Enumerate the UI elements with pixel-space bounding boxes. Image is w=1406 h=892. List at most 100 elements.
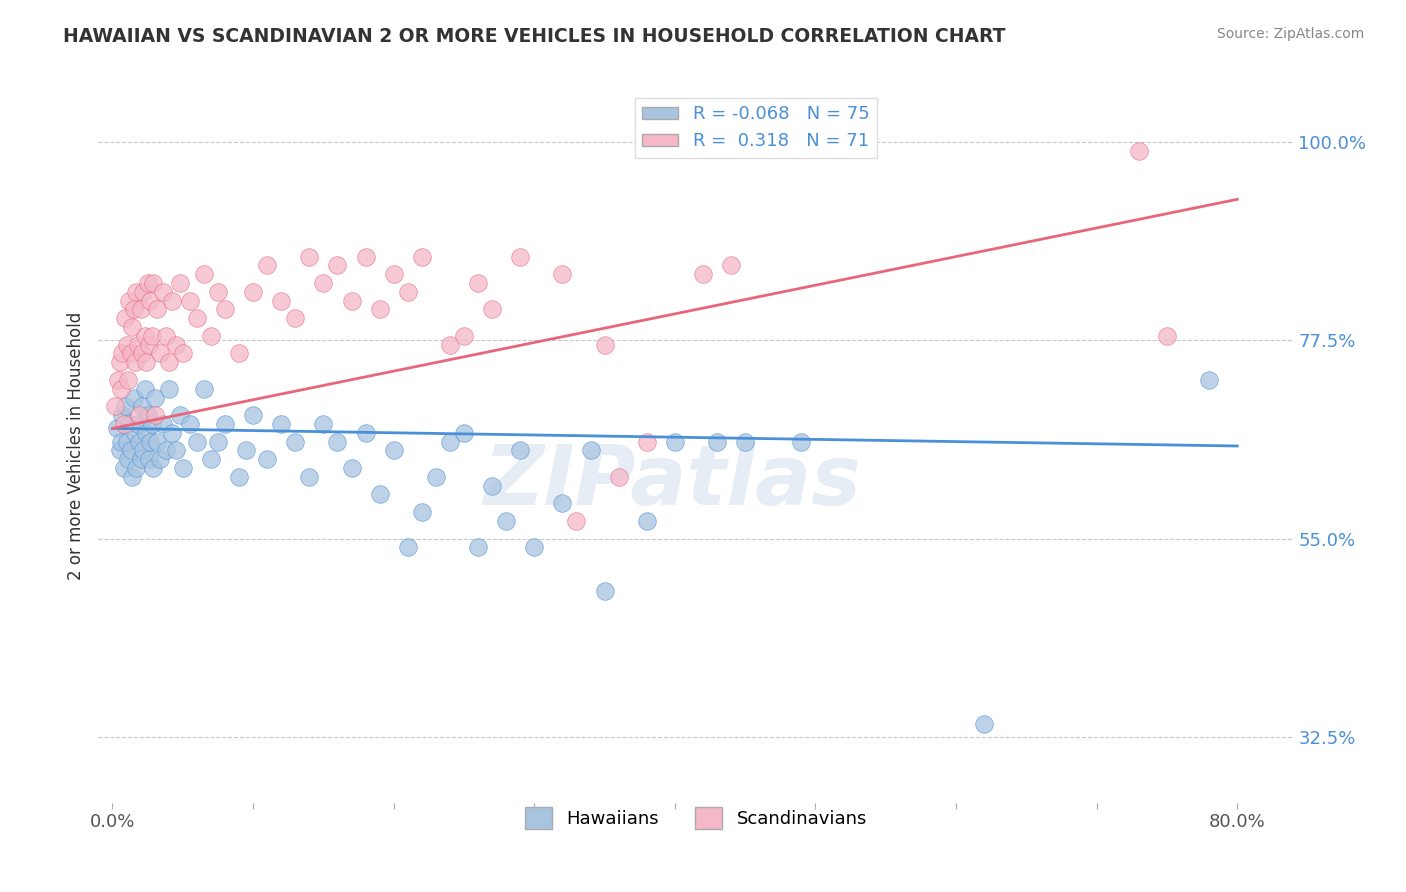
Point bbox=[565, 514, 588, 528]
Point bbox=[453, 425, 475, 440]
Text: Source: ZipAtlas.com: Source: ZipAtlas.com bbox=[1216, 27, 1364, 41]
Point bbox=[120, 443, 142, 458]
Point bbox=[157, 355, 180, 369]
Point bbox=[139, 434, 162, 449]
Point bbox=[973, 716, 995, 731]
Point bbox=[136, 408, 159, 422]
Text: HAWAIIAN VS SCANDINAVIAN 2 OR MORE VEHICLES IN HOUSEHOLD CORRELATION CHART: HAWAIIAN VS SCANDINAVIAN 2 OR MORE VEHIC… bbox=[63, 27, 1005, 45]
Point bbox=[112, 417, 135, 431]
Point bbox=[172, 461, 194, 475]
Point bbox=[111, 346, 134, 360]
Point bbox=[142, 461, 165, 475]
Point bbox=[242, 408, 264, 422]
Point bbox=[155, 329, 177, 343]
Point bbox=[664, 434, 686, 449]
Point bbox=[124, 425, 146, 440]
Point bbox=[579, 443, 602, 458]
Point bbox=[439, 434, 461, 449]
Point bbox=[169, 276, 191, 290]
Point bbox=[115, 337, 138, 351]
Point bbox=[131, 346, 153, 360]
Y-axis label: 2 or more Vehicles in Household: 2 or more Vehicles in Household bbox=[66, 312, 84, 580]
Point bbox=[131, 400, 153, 414]
Point bbox=[298, 470, 321, 484]
Point bbox=[129, 452, 152, 467]
Point bbox=[1156, 329, 1178, 343]
Point bbox=[124, 355, 146, 369]
Point bbox=[1128, 144, 1150, 158]
Point bbox=[179, 417, 201, 431]
Point bbox=[134, 329, 156, 343]
Point bbox=[396, 541, 419, 555]
Point bbox=[495, 514, 517, 528]
Point bbox=[312, 417, 335, 431]
Point bbox=[396, 285, 419, 299]
Point bbox=[411, 250, 433, 264]
Point bbox=[200, 329, 222, 343]
Point bbox=[169, 408, 191, 422]
Point bbox=[121, 320, 143, 334]
Point bbox=[172, 346, 194, 360]
Point bbox=[149, 452, 172, 467]
Point bbox=[134, 382, 156, 396]
Point bbox=[155, 443, 177, 458]
Point bbox=[593, 584, 616, 599]
Point bbox=[160, 293, 183, 308]
Point bbox=[467, 276, 489, 290]
Point bbox=[607, 470, 630, 484]
Point bbox=[110, 434, 132, 449]
Point bbox=[143, 391, 166, 405]
Point bbox=[186, 311, 208, 326]
Point bbox=[117, 452, 139, 467]
Point bbox=[692, 267, 714, 281]
Point bbox=[121, 470, 143, 484]
Point bbox=[186, 434, 208, 449]
Point bbox=[326, 434, 349, 449]
Point bbox=[228, 470, 250, 484]
Point bbox=[165, 443, 187, 458]
Point bbox=[157, 382, 180, 396]
Point bbox=[284, 434, 307, 449]
Point bbox=[551, 496, 574, 510]
Point bbox=[382, 267, 405, 281]
Point bbox=[112, 461, 135, 475]
Point bbox=[193, 382, 215, 396]
Point bbox=[467, 541, 489, 555]
Point bbox=[139, 293, 162, 308]
Point bbox=[118, 417, 141, 431]
Point bbox=[127, 337, 149, 351]
Point bbox=[115, 434, 138, 449]
Point bbox=[149, 346, 172, 360]
Point bbox=[152, 285, 174, 299]
Point bbox=[138, 452, 160, 467]
Point bbox=[481, 302, 503, 317]
Point bbox=[354, 425, 377, 440]
Point bbox=[138, 337, 160, 351]
Point bbox=[734, 434, 756, 449]
Point bbox=[179, 293, 201, 308]
Point bbox=[108, 355, 131, 369]
Point bbox=[214, 417, 236, 431]
Point bbox=[1198, 373, 1220, 387]
Point bbox=[270, 417, 292, 431]
Point bbox=[256, 259, 278, 273]
Point bbox=[120, 346, 142, 360]
Point bbox=[453, 329, 475, 343]
Point bbox=[439, 337, 461, 351]
Point bbox=[368, 302, 391, 317]
Point bbox=[354, 250, 377, 264]
Point bbox=[790, 434, 813, 449]
Point bbox=[114, 311, 136, 326]
Point bbox=[228, 346, 250, 360]
Point bbox=[340, 293, 363, 308]
Point bbox=[132, 443, 155, 458]
Point bbox=[146, 302, 169, 317]
Point bbox=[132, 285, 155, 299]
Point bbox=[312, 276, 335, 290]
Point bbox=[235, 443, 257, 458]
Point bbox=[135, 425, 157, 440]
Point bbox=[118, 293, 141, 308]
Point bbox=[207, 285, 229, 299]
Point bbox=[636, 514, 658, 528]
Legend: Hawaiians, Scandinavians: Hawaiians, Scandinavians bbox=[517, 800, 875, 837]
